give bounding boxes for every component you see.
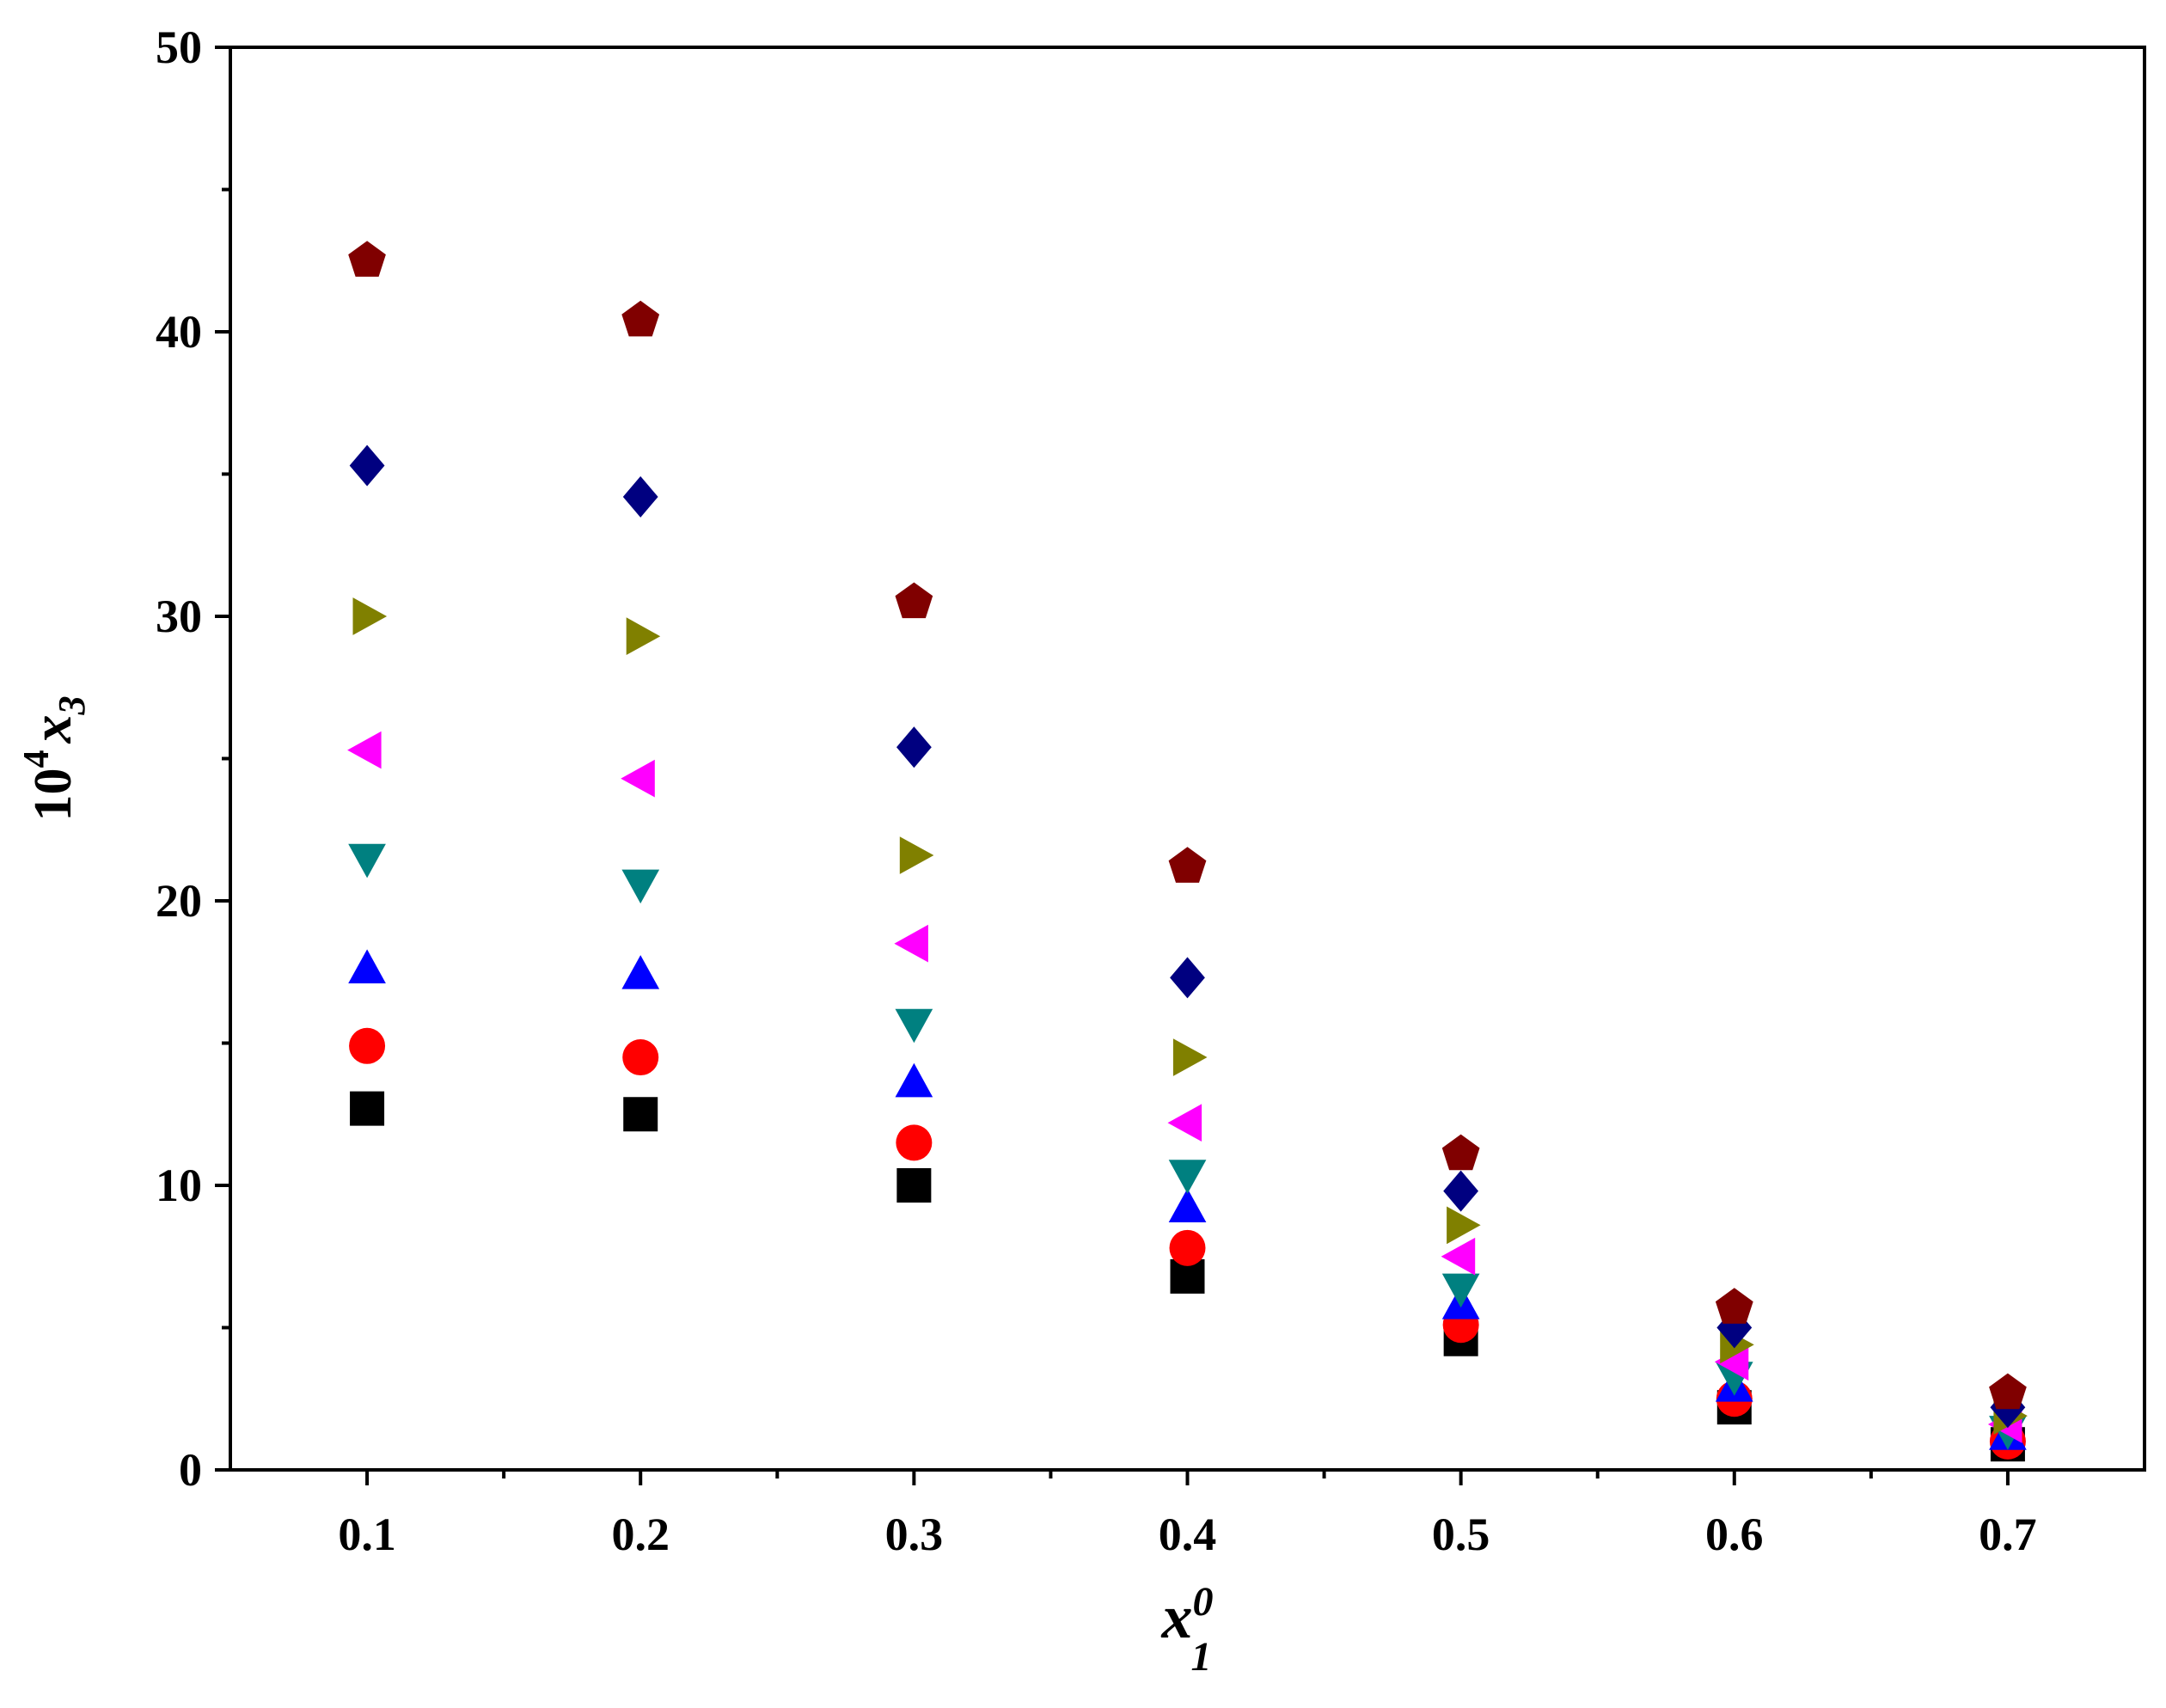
data-point-triangle-right (626, 617, 661, 655)
x-tick-label: 0.7 (1979, 1509, 2037, 1560)
axis-ticks (215, 46, 2010, 1485)
data-point-triangle-right (899, 836, 934, 874)
x-tick-label: 0.4 (1159, 1509, 1217, 1560)
data-point-triangle-right (1172, 1038, 1208, 1076)
data-point-triangle-up (895, 1062, 933, 1098)
x-tick-label: 0.3 (885, 1509, 944, 1560)
data-point-triangle-down (348, 843, 386, 878)
data-point-circle (349, 1027, 386, 1064)
x-tick-label: 0.5 (1432, 1509, 1490, 1560)
data-markers (347, 241, 2028, 1462)
data-point-triangle-left (347, 731, 382, 769)
data-point-triangle-right (1447, 1206, 1481, 1245)
data-point-pentagon (621, 300, 660, 337)
data-point-triangle-left (1441, 1237, 1476, 1276)
data-point-square (896, 1168, 932, 1203)
data-point-square (350, 1091, 385, 1126)
data-point-circle (1169, 1229, 1206, 1266)
y-tick-label: 40 (156, 306, 202, 358)
data-point-triangle-up (1168, 1188, 1207, 1222)
data-point-triangle-left (1167, 1104, 1202, 1142)
y-tick-label: 20 (156, 875, 202, 927)
x-axis-title-base: x (1161, 1583, 1193, 1651)
y-tick-label: 50 (156, 21, 202, 73)
data-point-diamond (349, 444, 385, 487)
data-point-triangle-up (348, 949, 386, 983)
y-tick-label: 0 (179, 1444, 202, 1496)
y-tick-label: 10 (156, 1160, 202, 1211)
axis-tick-labels: 0.1 0.2 0.3 0.4 0.5 0.6 0.7 0 10 20 30 40 50 (156, 21, 2037, 1560)
data-point-pentagon (348, 241, 386, 277)
plot-frame (229, 46, 2146, 1472)
data-point-triangle-down (621, 869, 660, 904)
y-axis-title-prefix-sup: 4 (17, 750, 57, 768)
data-point-triangle-down (1441, 1273, 1480, 1308)
y-tick-label: 30 (156, 591, 202, 642)
data-point-triangle-left (621, 759, 655, 798)
x-tick-label: 0.1 (338, 1509, 396, 1560)
x-axis-title: x0 1 (1161, 1579, 1214, 1680)
data-point-pentagon (895, 582, 933, 619)
data-point-diamond (1443, 1170, 1478, 1212)
data-point-pentagon (1989, 1373, 2027, 1410)
data-point-triangle-left (894, 924, 928, 963)
x-axis-title-sup: 0 (1193, 1579, 1214, 1625)
data-point-triangle-down (895, 1008, 933, 1044)
data-point-square (623, 1097, 658, 1132)
data-point-circle (896, 1124, 933, 1161)
x-axis-title-sub: 1 (1191, 1634, 1212, 1680)
data-point-pentagon (1168, 847, 1207, 883)
y-axis-title-sub: 3 (51, 696, 93, 716)
data-point-diamond (622, 476, 658, 517)
y-axis-title-base: x (21, 715, 83, 744)
y-axis-title-prefix: 10 (24, 768, 83, 822)
data-point-triangle-down (1168, 1160, 1207, 1194)
y-axis-title: 104 x3 (17, 696, 93, 822)
data-point-triangle-right (352, 597, 388, 635)
data-point-diamond (1170, 957, 1205, 999)
data-point-pentagon (1715, 1288, 1753, 1324)
data-point-circle (622, 1039, 659, 1076)
data-point-triangle-up (621, 955, 660, 989)
x-tick-label: 0.2 (611, 1509, 670, 1560)
data-point-diamond (896, 726, 932, 768)
data-point-pentagon (1441, 1134, 1480, 1171)
x-tick-label: 0.6 (1705, 1509, 1764, 1560)
